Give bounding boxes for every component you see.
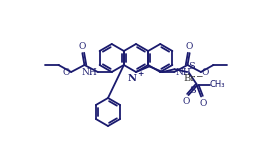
Text: NH: NH xyxy=(175,67,191,76)
Text: S: S xyxy=(189,86,196,95)
Text: Br: Br xyxy=(183,74,195,82)
Text: S: S xyxy=(188,62,195,71)
Text: O: O xyxy=(79,42,86,51)
Text: O: O xyxy=(186,42,193,51)
Text: O: O xyxy=(63,67,70,76)
Text: O: O xyxy=(199,98,207,107)
Text: +: + xyxy=(138,70,144,77)
Text: O: O xyxy=(202,67,209,76)
Text: NH: NH xyxy=(81,67,97,76)
Text: O: O xyxy=(183,97,190,106)
Text: N: N xyxy=(127,74,136,82)
Text: CH₃: CH₃ xyxy=(209,80,225,89)
Text: −: − xyxy=(195,71,203,81)
